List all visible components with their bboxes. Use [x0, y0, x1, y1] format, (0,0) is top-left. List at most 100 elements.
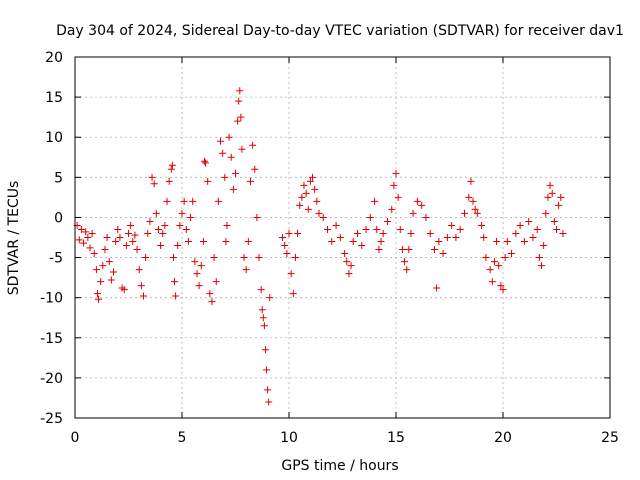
chart-title: Day 304 of 2024, Sidereal Day-to-day VTE…: [56, 23, 624, 39]
data-point: [168, 161, 176, 169]
data-point: [157, 242, 165, 250]
data-point: [101, 246, 109, 254]
data-point: [324, 225, 332, 233]
data-point: [172, 292, 180, 300]
y-tick-label: 0: [54, 210, 63, 226]
data-point: [197, 262, 205, 270]
x-tick-label: 5: [178, 430, 187, 446]
data-point: [263, 366, 271, 374]
data-point: [169, 254, 177, 262]
data-point: [304, 205, 312, 213]
y-tick-label: 15: [45, 90, 63, 106]
data-point: [222, 238, 230, 246]
data-point: [443, 234, 451, 241]
grid: [75, 57, 610, 418]
data-point: [512, 229, 520, 237]
data-point: [550, 217, 558, 225]
data-point: [388, 205, 396, 213]
data-point: [343, 258, 351, 266]
data-point: [520, 238, 528, 246]
y-tick-label: -5: [49, 251, 63, 267]
data-point: [187, 213, 195, 221]
data-point: [448, 221, 456, 229]
data-point: [242, 266, 250, 274]
data-point: [465, 193, 473, 201]
data-point: [199, 238, 207, 246]
data-series: [73, 87, 567, 406]
data-point: [234, 117, 242, 125]
data-point: [544, 193, 552, 201]
data-point: [422, 213, 430, 221]
data-point: [358, 242, 366, 250]
data-point: [120, 286, 128, 294]
data-point: [90, 250, 98, 258]
data-point: [253, 213, 261, 221]
data-point: [557, 193, 565, 201]
data-point: [559, 229, 567, 237]
data-point: [206, 290, 214, 298]
data-point: [345, 270, 353, 278]
data-point: [229, 185, 237, 193]
data-point: [148, 173, 156, 181]
y-axis-label: SDTVAR / TECUs: [6, 181, 22, 296]
data-point: [221, 173, 229, 181]
data-point: [289, 290, 297, 298]
data-point: [246, 177, 254, 185]
data-point: [542, 209, 550, 217]
data-point: [294, 229, 302, 237]
data-point: [353, 229, 361, 237]
data-point: [92, 266, 100, 274]
data-point: [347, 262, 355, 270]
data-point: [480, 234, 488, 241]
data-point: [503, 238, 511, 246]
data-point: [182, 225, 190, 233]
data-point: [82, 228, 90, 236]
plot-frame: [74, 56, 611, 419]
data-point: [407, 229, 415, 237]
data-point: [122, 242, 130, 250]
y-tick-label: 20: [45, 50, 63, 66]
data-point: [219, 149, 227, 157]
data-point: [180, 197, 188, 205]
data-point: [283, 250, 291, 258]
data-point: [533, 225, 541, 233]
data-point: [251, 165, 259, 173]
data-point: [403, 266, 411, 274]
data-point: [328, 238, 336, 246]
data-point: [97, 278, 105, 286]
data-point: [439, 250, 447, 258]
data-point: [255, 254, 263, 262]
data-point: [375, 246, 383, 254]
data-point: [540, 242, 548, 250]
data-point: [171, 278, 179, 286]
y-tick-label: -10: [40, 291, 63, 307]
data-point: [553, 225, 560, 233]
data-point: [260, 322, 268, 330]
data-point: [223, 221, 231, 229]
data-point: [236, 87, 244, 95]
data-point: [332, 221, 340, 229]
data-point: [195, 282, 203, 290]
data-point: [86, 244, 94, 252]
data-point: [114, 225, 122, 233]
data-point: [548, 189, 556, 197]
data-point: [202, 159, 210, 167]
data-point: [287, 270, 295, 278]
y-tick-label: 10: [45, 130, 63, 146]
data-point: [488, 278, 496, 286]
data-point: [165, 177, 173, 185]
data-point: [264, 386, 272, 394]
data-point: [107, 276, 115, 284]
x-tick-label: 20: [494, 430, 512, 446]
data-point: [435, 238, 443, 246]
data-point: [77, 225, 85, 233]
data-point: [285, 229, 293, 237]
data-point: [469, 197, 477, 205]
data-point: [396, 225, 404, 233]
data-point: [471, 205, 479, 213]
data-point: [144, 229, 152, 237]
data-point: [214, 197, 222, 205]
data-point: [184, 238, 192, 246]
data-point: [467, 177, 475, 185]
